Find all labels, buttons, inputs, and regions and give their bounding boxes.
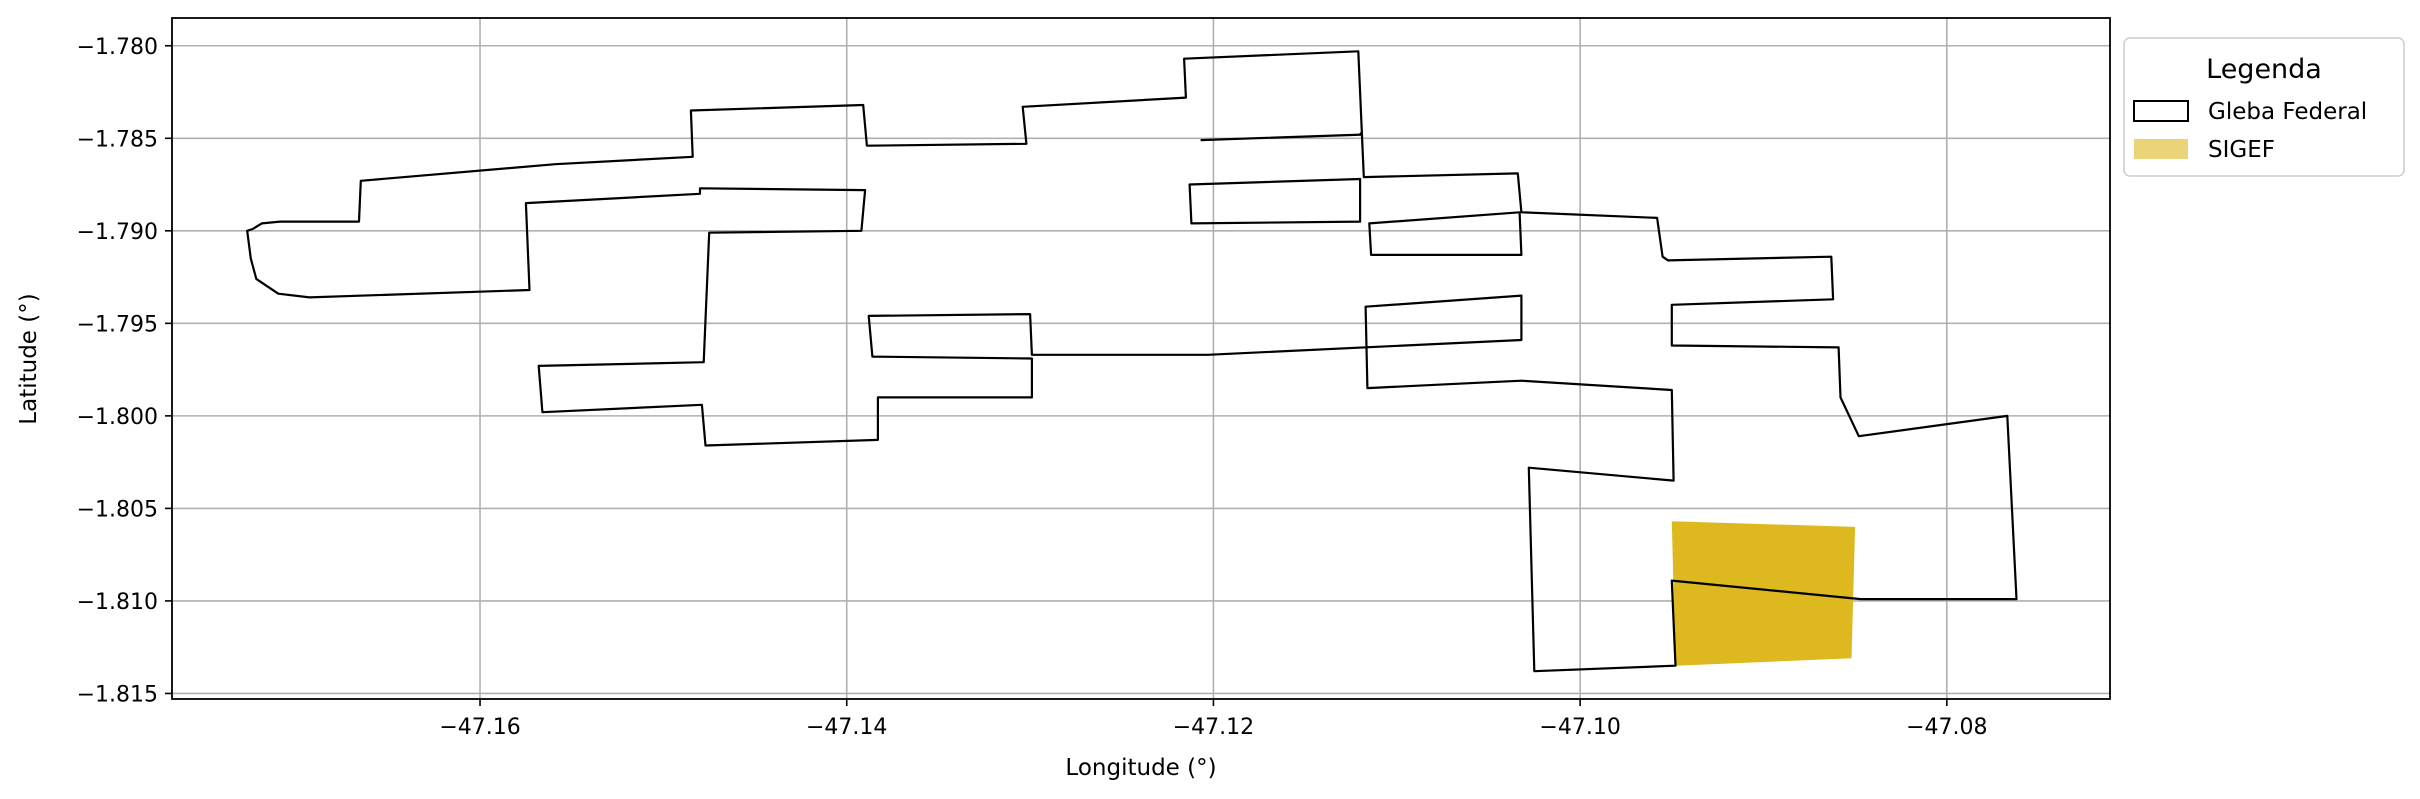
gleba-federal-layer	[246, 50, 2018, 673]
legend-label-sigef: SIGEF	[2208, 137, 2275, 163]
x-tick-label: −47.14	[806, 715, 887, 740]
y-tick-label: −1.815	[77, 682, 158, 707]
plot-area	[171, 17, 2111, 700]
legend-title: Legenda	[2206, 54, 2322, 85]
gleba-federal-boundary-0	[246, 50, 2018, 673]
legend: Legenda Gleba Federal SIGEF	[2123, 37, 2405, 177]
gleba-federal-boundary-1	[1188, 177, 1362, 225]
legend-swatch-sigef	[2134, 139, 2188, 159]
y-tick-label: −1.805	[77, 497, 158, 522]
x-tick-label: −47.16	[439, 715, 520, 740]
x-tick-label: −47.10	[1539, 715, 1620, 740]
x-tick-label: −47.08	[1906, 715, 1987, 740]
y-tick-label: −1.780	[77, 35, 158, 60]
legend-label-gleba-federal: Gleba Federal	[2208, 99, 2367, 125]
gleba-federal-boundary-3	[1368, 211, 1523, 256]
y-tick-label: −1.810	[77, 590, 158, 615]
y-axis-label: Latitude (°)	[16, 293, 42, 424]
gleba-federal-boundary-2	[1200, 131, 1364, 142]
sigef-layer	[1671, 521, 1856, 666]
x-tick-label: −47.12	[1173, 715, 1254, 740]
x-axis-label: Longitude (°)	[1065, 755, 1216, 781]
y-tick-label: −1.795	[77, 312, 158, 337]
y-axis-ticks: −1.780 −1.785 −1.790 −1.795 −1.800 −1.805 −1.8…	[77, 35, 172, 707]
plot-frame	[171, 17, 2111, 700]
x-axis-ticks: −47.16 −47.14 −47.12 −47.10 −47.08	[439, 699, 1988, 740]
y-tick-label: −1.785	[77, 127, 158, 152]
legend-swatch-gleba-federal	[2133, 100, 2189, 122]
y-tick-label: −1.790	[77, 220, 158, 245]
grid-lines	[172, 18, 2110, 699]
y-tick-label: −1.800	[77, 405, 158, 430]
legend-frame	[2123, 37, 2405, 177]
sigef-parcel-0	[1671, 521, 1856, 666]
